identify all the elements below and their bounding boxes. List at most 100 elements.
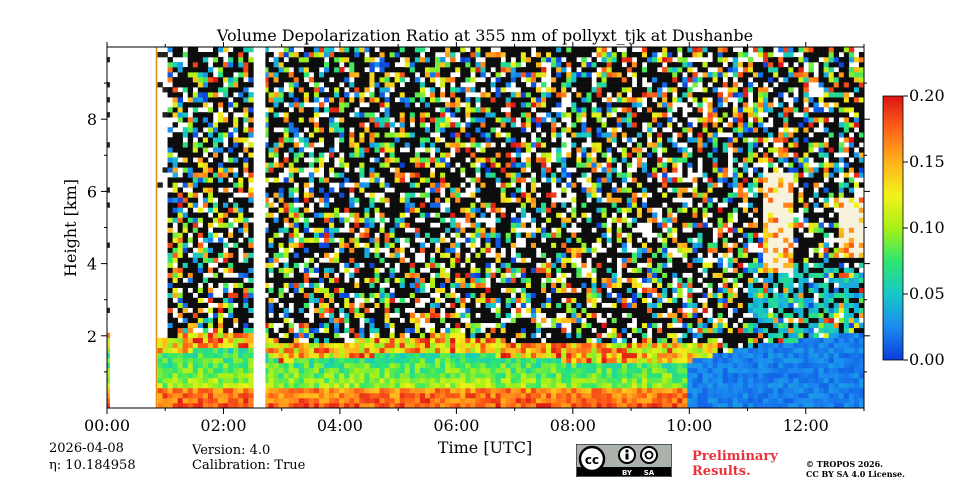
heatmap-cell — [404, 202, 411, 208]
heatmap-cell — [455, 302, 461, 309]
heatmap-cell — [475, 272, 481, 278]
heatmap-cell — [465, 382, 471, 389]
heatmap-cell — [172, 177, 178, 183]
heatmap-cell — [324, 162, 330, 168]
heatmap-cell — [324, 292, 330, 298]
heatmap-cell — [455, 342, 461, 349]
heatmap-cell — [344, 237, 350, 243]
heatmap-cell — [475, 107, 481, 113]
heatmap-cell — [233, 102, 239, 108]
heatmap-cell — [303, 367, 310, 374]
heatmap-cell — [202, 172, 209, 178]
heatmap-cell — [495, 92, 501, 98]
heatmap-cell — [212, 137, 219, 143]
heatmap-cell — [424, 347, 431, 354]
heatmap-cell — [192, 272, 199, 278]
heatmap-cell — [490, 202, 496, 208]
heatmap-cell — [404, 317, 411, 324]
heatmap-cell — [505, 307, 512, 314]
heatmap-cell — [480, 332, 486, 339]
heatmap-cell — [404, 72, 411, 78]
heatmap-cell — [495, 227, 501, 233]
heatmap-cell — [278, 392, 284, 399]
heatmap-cell — [248, 367, 254, 374]
heatmap-cell — [293, 262, 300, 268]
heatmap-cell — [293, 362, 300, 369]
heatmap-cell — [546, 347, 552, 354]
heatmap-cell — [490, 192, 496, 198]
heatmap-cell — [223, 282, 229, 288]
heatmap-cell — [440, 212, 446, 218]
heatmap-cell — [339, 112, 345, 118]
heatmap-cell — [556, 297, 562, 303]
heatmap-cell — [495, 237, 501, 243]
heatmap-cell — [359, 112, 365, 118]
heatmap-cell — [379, 257, 385, 263]
heatmap-cell — [571, 287, 577, 293]
heatmap-cell — [369, 177, 375, 183]
heatmap-cell — [334, 242, 340, 248]
heatmap-cell — [485, 57, 491, 63]
heatmap-cell — [369, 287, 375, 293]
heatmap-cell — [369, 67, 375, 73]
heatmap-cell — [354, 342, 360, 349]
heatmap-cell — [182, 142, 189, 148]
heatmap-cell — [530, 297, 537, 303]
heatmap-cell — [157, 82, 163, 88]
heatmap-cell — [525, 352, 532, 359]
heatmap-cell — [374, 82, 380, 88]
heatmap-cell — [576, 382, 582, 389]
heatmap-cell — [546, 172, 552, 178]
heatmap-cell — [394, 137, 401, 143]
heatmap-cell — [212, 232, 219, 238]
heatmap-cell — [349, 177, 355, 183]
heatmap-cell — [182, 77, 189, 83]
heatmap-cell — [238, 122, 244, 128]
heatmap-cell — [334, 77, 340, 83]
heatmap-cell — [435, 227, 441, 233]
heatmap-cell — [525, 102, 532, 108]
heatmap-cell — [228, 147, 234, 153]
heatmap-cell — [233, 327, 239, 334]
heatmap-cell — [541, 232, 547, 238]
heatmap-cell — [535, 207, 542, 213]
heatmap-cell — [399, 282, 406, 288]
heatmap-cell — [520, 262, 527, 268]
heatmap-cell — [485, 52, 491, 58]
heatmap-cell — [182, 267, 189, 273]
heatmap-cell — [187, 362, 194, 369]
heatmap-cell — [334, 232, 340, 238]
heatmap-cell — [182, 202, 189, 208]
heatmap-cell — [571, 347, 577, 354]
heatmap-cell — [324, 137, 330, 143]
heatmap-cell — [354, 217, 360, 223]
heatmap-cell — [445, 227, 451, 233]
heatmap-cell — [359, 352, 365, 359]
heatmap-cell — [399, 302, 406, 309]
heatmap-cell — [475, 67, 481, 73]
heatmap-cell — [556, 302, 562, 309]
heatmap-cell — [238, 262, 244, 268]
heatmap-cell — [313, 232, 320, 238]
heatmap-cell — [273, 82, 279, 88]
heatmap-cell — [460, 322, 466, 329]
heatmap-cell — [359, 147, 365, 153]
heatmap-cell — [344, 247, 350, 253]
heatmap-cell — [440, 372, 446, 379]
heatmap-cell — [177, 337, 183, 344]
heatmap-cell — [212, 277, 219, 283]
heatmap-cell — [344, 122, 350, 128]
heatmap-cell — [480, 137, 486, 143]
heatmap-cell — [212, 272, 219, 278]
heatmap-cell — [525, 172, 532, 178]
heatmap-cell — [288, 227, 295, 233]
heatmap-cell — [500, 212, 506, 218]
heatmap-cell — [470, 347, 476, 354]
heatmap-cell — [233, 297, 239, 303]
heatmap-cell — [445, 77, 451, 83]
heatmap-cell — [571, 52, 577, 58]
heatmap-cell — [500, 137, 506, 143]
heatmap-cell — [566, 157, 572, 163]
heatmap-cell — [233, 142, 239, 148]
heatmap-cell — [520, 167, 527, 173]
